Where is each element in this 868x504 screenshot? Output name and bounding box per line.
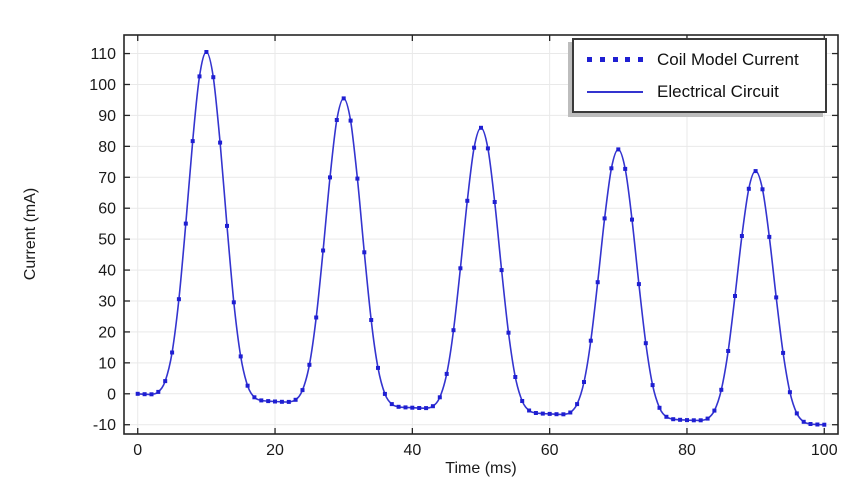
x-tick-labels: 0 20 40 60 80 100 <box>133 442 837 459</box>
axes-frame <box>123 34 839 435</box>
legend-entry-electrical-circuit: Electrical Circuit <box>574 79 825 105</box>
x-tick-label: 100 <box>811 442 838 459</box>
x-tick-label: 40 <box>403 442 421 459</box>
legend-label: Electrical Circuit <box>657 81 779 101</box>
x-axis-label: Time (ms) <box>445 460 517 477</box>
x-tick-label: 60 <box>541 442 559 459</box>
y-tick-label: 40 <box>98 263 116 280</box>
y-tick-label: -10 <box>93 417 116 434</box>
y-tick-label: 80 <box>98 139 116 156</box>
dotted-line-swatch <box>587 57 643 62</box>
y-tick-labels: -10 0 10 20 30 40 50 60 70 80 90 100 110 <box>89 46 116 434</box>
y-tick-label: 20 <box>98 324 116 341</box>
x-tick-label: 0 <box>133 442 142 459</box>
x-tick-label: 80 <box>678 442 696 459</box>
series-coil-model-current-dots <box>135 50 827 427</box>
y-tick-label: 70 <box>98 170 116 187</box>
y-tick-label: 60 <box>98 201 116 218</box>
legend-label: Coil Model Current <box>657 49 799 69</box>
y-tick-label: 10 <box>98 355 116 372</box>
y-tick-label: 50 <box>98 232 116 249</box>
y-tick-label: 0 <box>107 386 116 403</box>
y-tick-label: 30 <box>98 294 116 311</box>
y-axis-label: Current (mA) <box>22 187 39 281</box>
y-tick-label: 90 <box>98 108 116 125</box>
legend-entry-coil-model-current: Coil Model Current <box>574 47 825 73</box>
solid-line-swatch <box>587 90 643 93</box>
y-tick-label: 100 <box>89 77 116 94</box>
y-tick-label: 110 <box>90 46 116 63</box>
legend: Coil Model Current Electrical Circuit <box>572 38 827 113</box>
x-tick-label: 20 <box>266 442 284 459</box>
